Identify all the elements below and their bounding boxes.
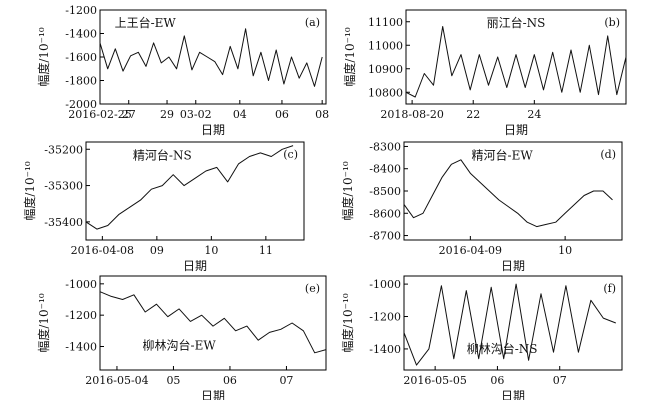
y-tick-label: -2000	[65, 98, 97, 111]
x-tick-label: 2018-08-20	[380, 108, 443, 121]
series-line	[403, 159, 613, 228]
y-tick-label: 10800	[368, 86, 403, 99]
y-axis-label: 幅度/10⁻¹⁰	[340, 161, 355, 220]
panel-label: (b)	[604, 16, 620, 29]
y-tick-label: 11100	[368, 16, 403, 29]
series-line	[99, 291, 327, 354]
x-tick-label: 2016-02-25	[68, 108, 131, 121]
x-tick-label: 27	[122, 108, 136, 121]
x-tick-label: 07	[553, 374, 567, 387]
panel-6: -1000 -1200 -1400 2016-05-05 06 07 日期 幅度/10⁻¹⁰ 柳…	[340, 275, 623, 400]
x-tick-label: 2016-05-05	[403, 374, 466, 387]
y-tick-label: -8400	[369, 163, 401, 176]
panel-title: 柳林沟台-EW	[143, 337, 217, 352]
x-tick-label: 07	[279, 374, 293, 387]
y-tick-label: -1400	[65, 28, 97, 41]
x-axis-label: 日期	[201, 123, 225, 137]
y-tick-label: 10900	[368, 63, 403, 76]
y-tick-label: -1000	[369, 278, 401, 291]
y-tick-label: -35400	[44, 216, 83, 229]
x-tick-label: 22	[466, 108, 480, 121]
panel-5: -1000 -1200 -1400 2016-05-04 05 06 07 日期 幅度/10⁻¹…	[36, 275, 327, 400]
y-tick-label: -35300	[44, 180, 83, 193]
series-line	[85, 145, 294, 230]
panel-label: (c)	[283, 148, 298, 161]
y-axis-label: 幅度/10⁻¹⁰	[36, 293, 51, 352]
x-tick-label: 10	[204, 244, 218, 257]
plot-frame	[85, 141, 305, 241]
x-tick-label: 2016-05-04	[85, 374, 148, 387]
x-tick-label: 06	[223, 374, 237, 387]
y-axis-label: 幅度/10⁻¹⁰	[22, 161, 37, 220]
y-tick-label: -35200	[44, 143, 83, 156]
panel-label: (e)	[305, 282, 320, 295]
x-axis-label: 日期	[183, 259, 207, 273]
x-tick-label: 04	[233, 108, 247, 121]
x-tick-label: 06	[490, 374, 504, 387]
x-axis-label: 日期	[501, 259, 525, 273]
series-line	[403, 283, 616, 366]
y-tick-label: -1200	[369, 311, 401, 324]
panel-2: 11100 11000 10900 10800 2018-08-20 22 24 日期 幅度/1…	[342, 9, 627, 137]
x-tick-label: 05	[166, 374, 180, 387]
x-axis-label: 日期	[501, 389, 525, 400]
x-tick-label: 29	[160, 108, 174, 121]
x-tick-label: 11	[259, 244, 273, 257]
y-tick-label: 11000	[368, 39, 403, 52]
y-axis-label: 幅度/10⁻¹⁰	[340, 293, 355, 352]
x-tick-label: 06	[275, 108, 289, 121]
y-tick-label: -1400	[369, 343, 401, 356]
y-tick-label: -1400	[65, 341, 97, 354]
x-tick-label: 03-02	[180, 108, 212, 121]
y-tick-label: -1800	[65, 75, 97, 88]
y-tick-label: -8500	[369, 185, 401, 198]
panel-3: -35200 -35300 -35400 2016-04-08 09 10 11 日期 幅度/1…	[22, 141, 305, 273]
x-tick-label: 24	[527, 108, 541, 121]
y-axis-label: 幅度/10⁻¹⁰	[342, 27, 357, 86]
panel-title: 上王台-EW	[115, 15, 177, 30]
plot-frame	[99, 275, 327, 371]
panel-title: 精河台-NS	[133, 148, 192, 163]
y-tick-label: -1200	[65, 309, 97, 322]
y-tick-label: -8300	[369, 140, 401, 153]
y-tick-label: -1600	[65, 51, 97, 64]
plot-frame	[403, 275, 623, 371]
panel-label: (d)	[600, 148, 616, 161]
y-tick-label: -1200	[65, 4, 97, 17]
y-tick-label: -8600	[369, 207, 401, 220]
panel-4: -8300 -8400 -8500 -8600 -8700 2016-04-09 10 日期 幅…	[340, 140, 623, 273]
x-tick-label: 09	[150, 244, 164, 257]
panel-title: 精河台-EW	[472, 148, 534, 163]
x-tick-label: 10	[558, 244, 572, 257]
x-axis-label: 日期	[504, 123, 528, 137]
series-line	[99, 28, 323, 87]
x-tick-label: 2016-04-09	[439, 244, 502, 257]
panel-title: 丽江台-NS	[487, 15, 546, 30]
panel-title: 柳林沟台-NS	[467, 341, 538, 356]
y-tick-label: -1000	[65, 278, 97, 291]
x-tick-label: 08	[315, 108, 329, 121]
y-tick-label: -8700	[369, 230, 401, 243]
x-tick-label: 2016-04-08	[71, 244, 134, 257]
panel-label: (a)	[305, 16, 320, 29]
series-line	[405, 26, 627, 98]
panel-label: (f)	[603, 282, 616, 295]
y-axis-label: 幅度/10⁻¹⁰	[36, 27, 51, 86]
x-axis-label: 日期	[201, 389, 225, 400]
